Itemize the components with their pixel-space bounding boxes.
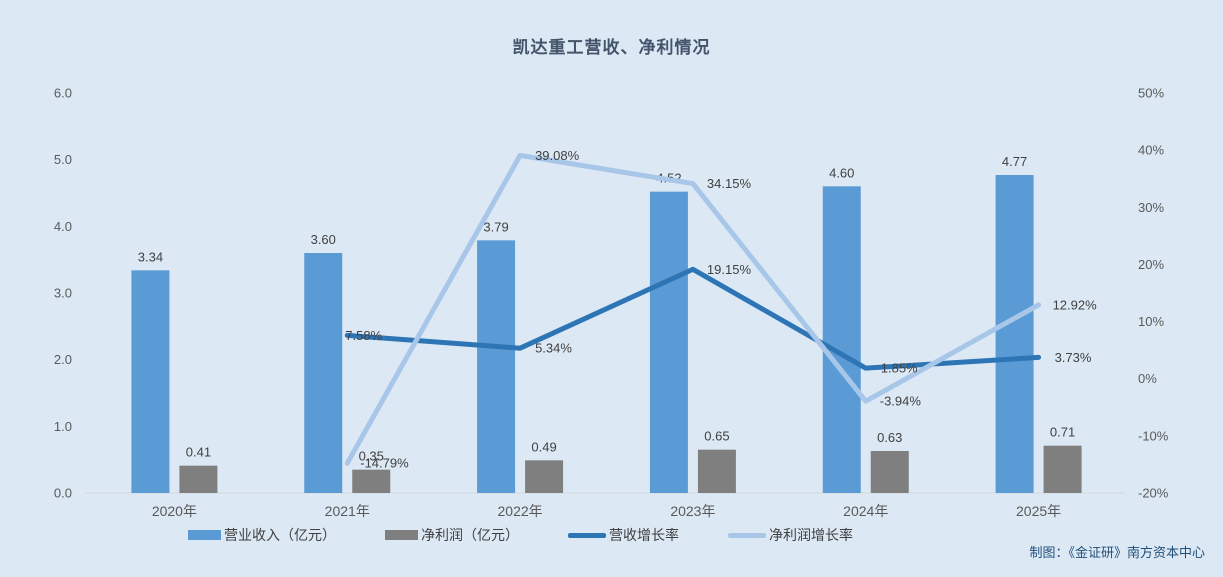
- line-value-label: 39.08%: [535, 148, 580, 163]
- bar-value-label: 0.49: [531, 439, 556, 454]
- growth-line: [344, 152, 1042, 466]
- line-value-label: 19.15%: [707, 262, 752, 277]
- net-profit-bar-swatch-icon: [385, 530, 418, 540]
- x-axis-category-labels: 2020年 2021年 2022年 2023年 2024年 2025年: [152, 503, 1061, 519]
- legend-item-net-profit-growth: 净利润增长率: [728, 525, 853, 545]
- right-axis-tick-label: 0%: [1138, 371, 1157, 386]
- bars-revenue: [131, 175, 1034, 494]
- line-revenue-growth: [344, 266, 1042, 371]
- bar-value-label: 3.79: [483, 219, 508, 234]
- line-net-profit-growth: [344, 152, 1042, 466]
- right-axis-tick-label: 20%: [1138, 257, 1164, 272]
- line-value-label: 12.92%: [1053, 297, 1098, 312]
- bar-value-label: 0.41: [186, 445, 211, 460]
- line-value-label: 34.15%: [707, 176, 752, 191]
- x-axis-category-label: 2023年: [670, 503, 715, 519]
- left-axis-tick-label: 6.0: [54, 86, 72, 101]
- right-axis-tick-label: 30%: [1138, 200, 1164, 215]
- line-value-label: 5.34%: [535, 341, 572, 356]
- bar: [1043, 445, 1082, 493]
- line-labels-net-profit-growth: -14.79% 39.08% 34.15% -3.94% 12.92%: [360, 148, 1097, 471]
- bar: [822, 186, 861, 494]
- left-axis-tick-label: 2.0: [54, 352, 72, 367]
- bars-net-profit: [179, 445, 1082, 493]
- legend-label-revenue: 营业收入（亿元）: [224, 527, 336, 543]
- bar: [179, 465, 218, 493]
- revenue-growth-line-swatch-icon: [568, 532, 606, 538]
- bar: [477, 240, 516, 493]
- revenue-bar-swatch-icon: [188, 530, 221, 540]
- bar: [352, 469, 391, 493]
- x-axis-category-label: 2021年: [325, 503, 370, 519]
- line-value-label: 7.58%: [345, 328, 382, 343]
- right-axis-tick-label: -20%: [1138, 486, 1169, 501]
- bar: [995, 175, 1034, 493]
- x-axis-category-label: 2022年: [498, 503, 543, 519]
- left-axis-tick-label: 3.0: [54, 286, 72, 301]
- legend-item-revenue: 营业收入（亿元）: [188, 525, 336, 545]
- bar-labels-revenue: 3.343.603.794.52 4.604.77: [138, 154, 1027, 264]
- left-axis-tick-label: 0.0: [54, 486, 72, 501]
- left-axis-tick-label: 5.0: [54, 152, 72, 167]
- net-profit-growth-line-swatch-icon: [728, 532, 766, 538]
- left-axis-tick-label: 4.0: [54, 219, 72, 234]
- bar: [697, 449, 736, 493]
- legend-item-revenue-growth: 营收增长率: [568, 525, 679, 545]
- bar: [131, 270, 170, 493]
- bar: [649, 191, 688, 493]
- legend: 营业收入（亿元） 净利润（亿元） 营收增长率 净利润增长率: [188, 525, 853, 545]
- left-axis-ticks: 6.0 5.0 4.0 3.0 2.0 1.0 0.0: [54, 86, 72, 501]
- right-axis-tick-label: 40%: [1138, 143, 1164, 158]
- bar-labels-net-profit: 0.41 0.35 0.49 0.65 0.63 0.71: [186, 425, 1075, 464]
- bar-value-label: 3.60: [311, 232, 336, 247]
- bar: [525, 460, 564, 493]
- bar: [870, 451, 909, 493]
- attribution: 制图：《金证研》南方资本中心: [1029, 545, 1205, 560]
- right-axis-ticks: 50% 40% 30% 20% 10% 0% -10% -20%: [1138, 86, 1169, 501]
- legend-item-net-profit: 净利润（亿元）: [385, 525, 519, 545]
- legend-label-net-profit: 净利润（亿元）: [421, 527, 519, 543]
- line-value-label: 3.73%: [1055, 350, 1092, 365]
- bar-value-label: 0.65: [704, 429, 729, 444]
- legend-label-revenue-growth: 营收增长率: [609, 527, 679, 543]
- right-axis-tick-label: 10%: [1138, 314, 1164, 329]
- line-value-label: -14.79%: [360, 456, 409, 471]
- legend-label-net-profit-growth: 净利润增长率: [769, 527, 853, 543]
- bar-value-label: 3.34: [138, 249, 163, 264]
- bar-value-label: 0.63: [877, 430, 902, 445]
- x-axis-category-label: 2024年: [843, 503, 888, 519]
- left-axis-tick-label: 1.0: [54, 419, 72, 434]
- line-value-label: -3.94%: [880, 394, 922, 409]
- growth-line: [344, 266, 1042, 371]
- line-labels-revenue-growth: 7.58% 5.34% 19.15% 1.85% 3.73%: [345, 262, 1092, 376]
- x-axis-category-label: 2020年: [152, 503, 197, 519]
- bar: [304, 253, 343, 493]
- bar-value-label: 0.71: [1050, 425, 1075, 440]
- right-axis-tick-label: 50%: [1138, 86, 1164, 101]
- bar-value-label: 4.60: [829, 165, 854, 180]
- right-axis-tick-label: -10%: [1138, 428, 1169, 443]
- line-value-label: 1.85%: [881, 361, 918, 376]
- bar-value-label: 0.35: [359, 449, 384, 464]
- chart-title: 凯达重工营收、净利情况: [512, 38, 711, 57]
- x-axis-category-label: 2025年: [1016, 503, 1061, 519]
- bar-value-label: 4.77: [1002, 154, 1027, 169]
